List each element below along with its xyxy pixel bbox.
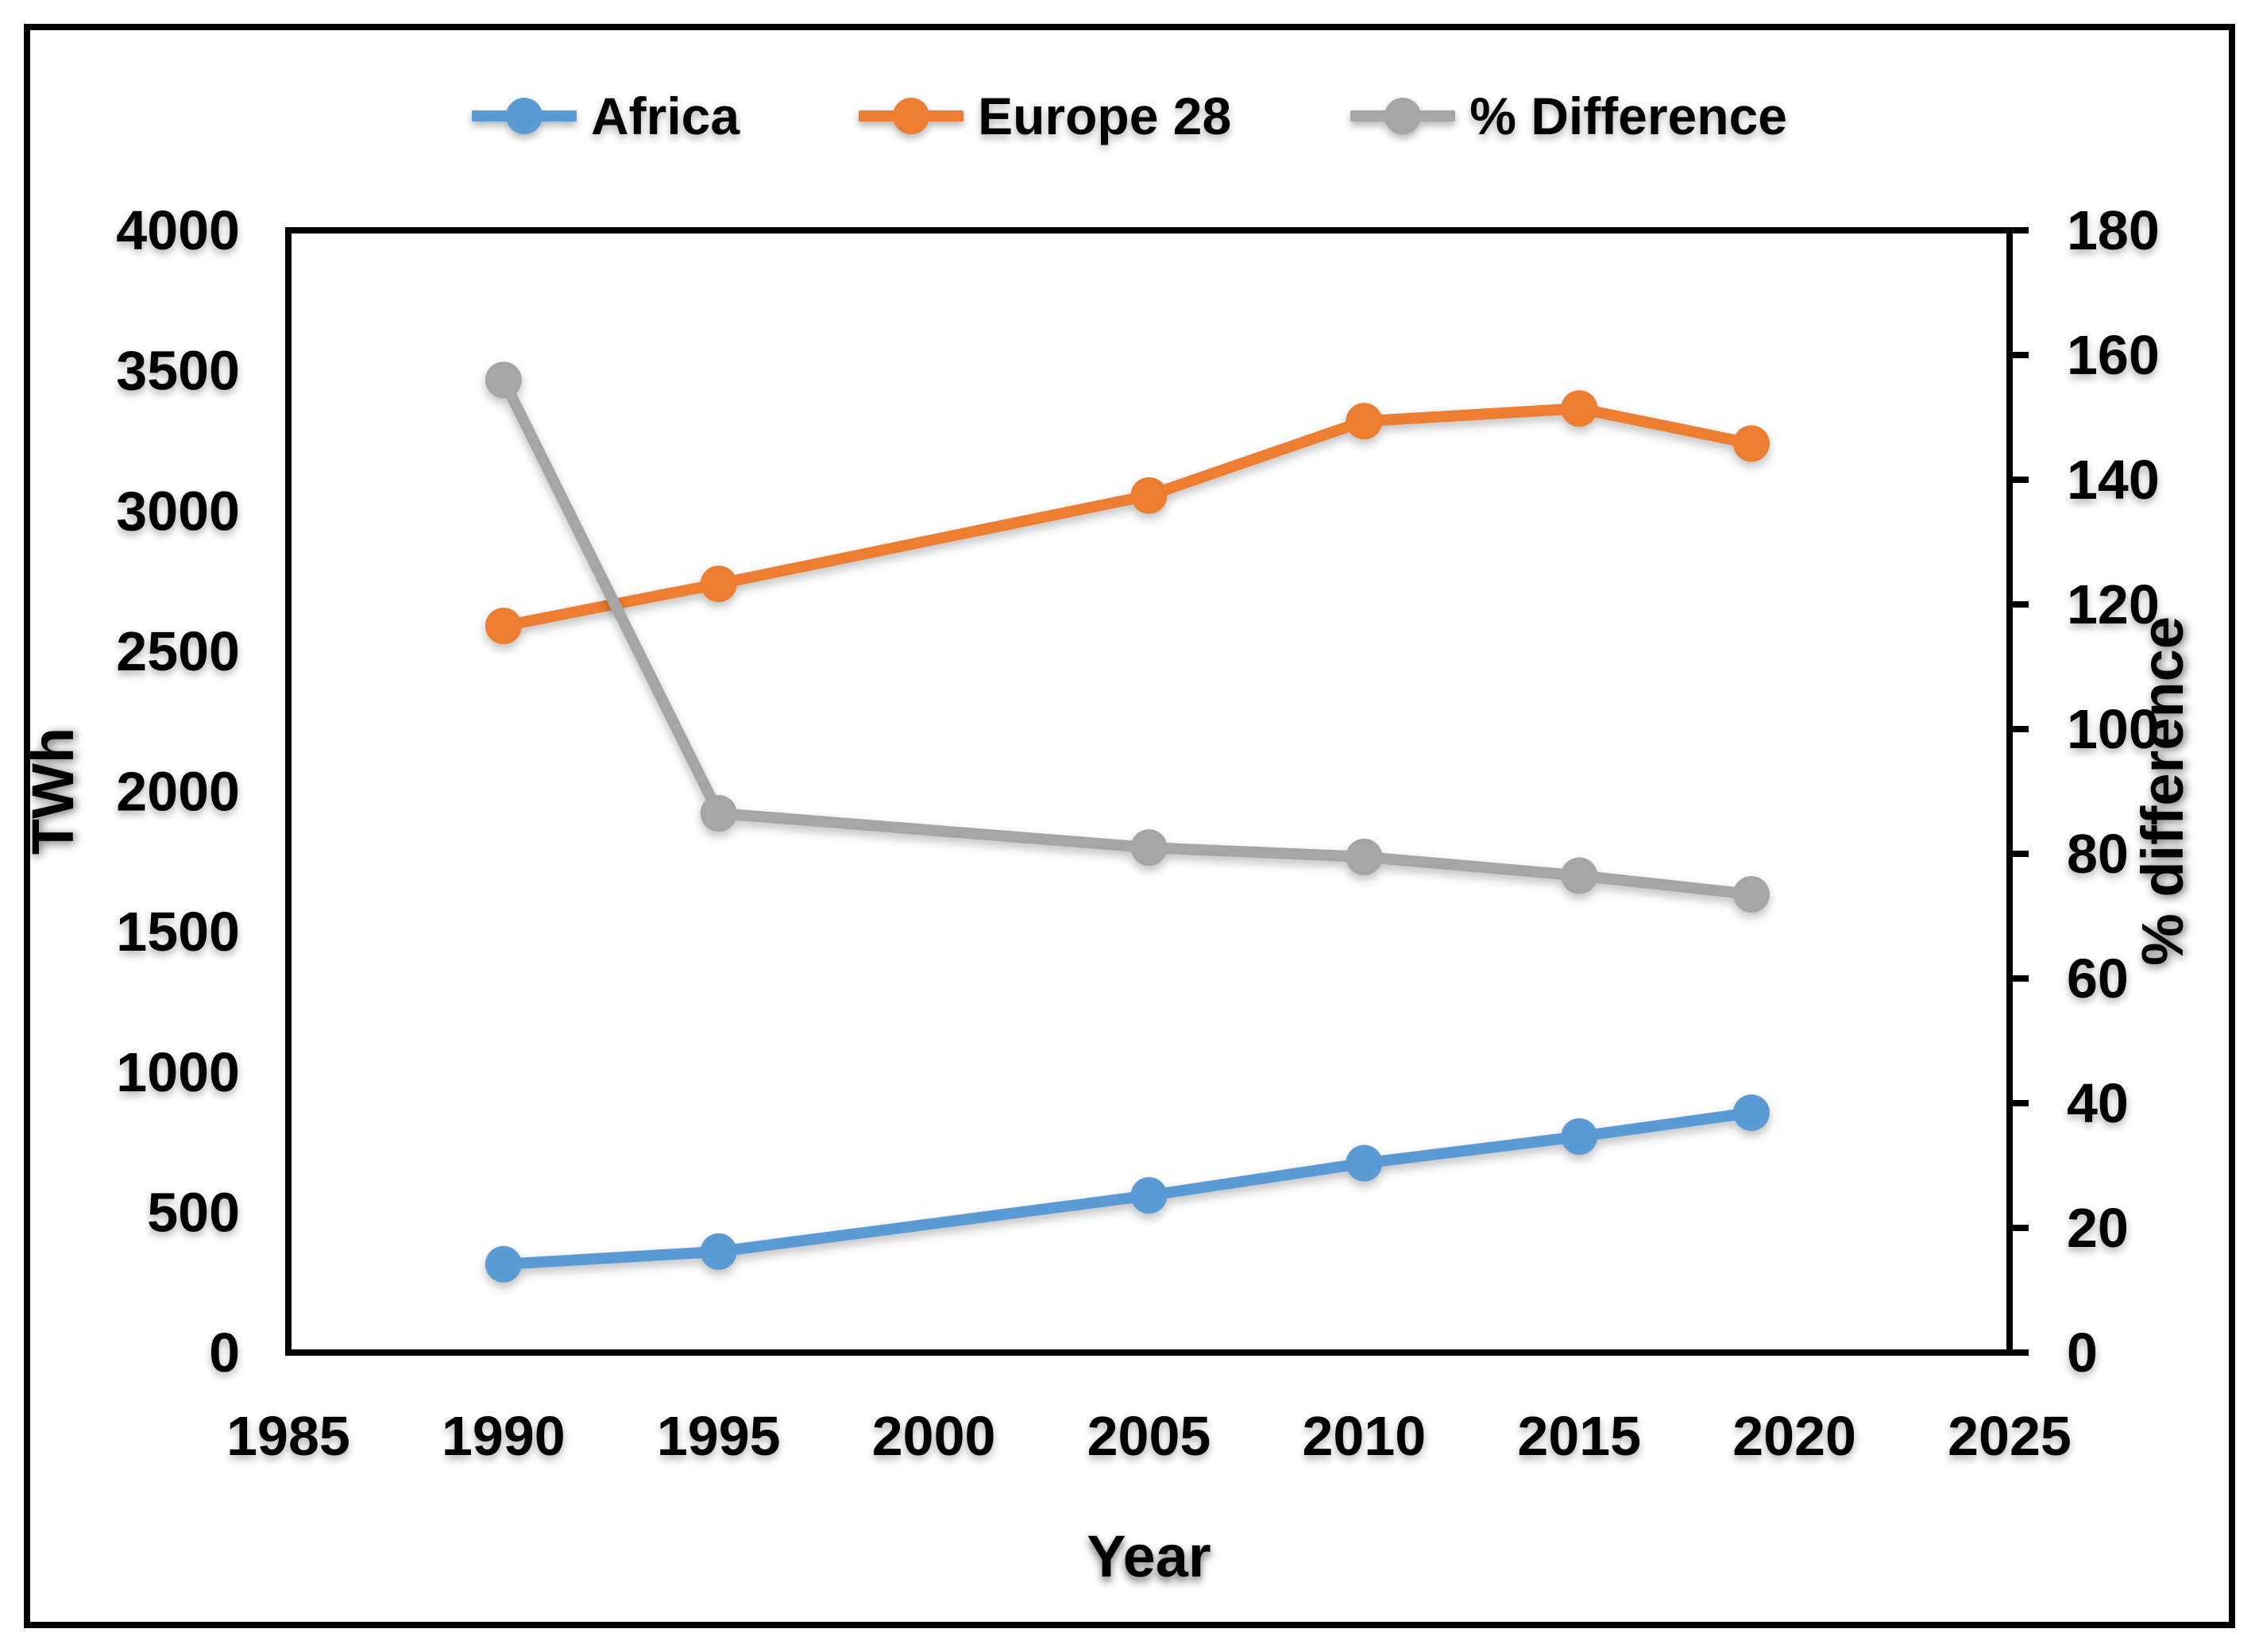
chart-frame (24, 24, 2235, 1628)
marker-difference-1995 (700, 794, 737, 832)
marker-africa-1990 (485, 1245, 522, 1283)
legend-item-europe-28: Europe 28 (859, 86, 1231, 146)
marker-europe-28-2015 (1561, 390, 1598, 427)
legend: Africa Europe 28 % Difference (0, 86, 2259, 146)
y-left-tick-label: 1500 (116, 901, 240, 963)
marker-europe-28-2005 (1130, 477, 1168, 514)
y-right-tick-label: 160 (2067, 324, 2160, 386)
marker-difference-2010 (1346, 838, 1383, 875)
x-axis-tick-label: 1995 (657, 1405, 781, 1467)
marker-difference-2019 (1732, 876, 1770, 913)
y-left-tick-label: 4000 (116, 199, 240, 261)
y-right-tick-label: 120 (2067, 573, 2160, 635)
y-left-axis-title: TWh (20, 728, 86, 855)
x-axis-tick-label: 2015 (1517, 1405, 1641, 1467)
y-right-tick-label: 20 (2067, 1197, 2129, 1259)
y-left-tick-label: 3000 (116, 480, 240, 542)
marker-europe-28-2019 (1732, 425, 1770, 462)
marker-difference-2005 (1130, 829, 1168, 867)
marker-europe-28-1990 (485, 608, 522, 645)
y-left-tick-label: 1000 (116, 1041, 240, 1103)
marker-difference-2015 (1561, 857, 1598, 894)
x-axis-tick-label: 2010 (1303, 1405, 1427, 1467)
marker-africa-2005 (1130, 1177, 1168, 1214)
plot-area (285, 227, 2013, 1356)
y-left-tick-label: 500 (147, 1181, 240, 1243)
series-africa (485, 1094, 1770, 1283)
y-left-tick-label: 3500 (116, 340, 240, 402)
marker-europe-28-1995 (700, 565, 737, 603)
y-right-tick-label: 0 (2067, 1322, 2098, 1384)
series-line-europe-28 (497, 403, 1757, 632)
marker-africa-1995 (700, 1233, 737, 1270)
legend-item-africa: Africa (472, 86, 739, 146)
y-left-tick-label: 0 (209, 1322, 240, 1384)
x-axis-tick-label: 2005 (1087, 1405, 1211, 1467)
legend-label: Europe 28 (978, 87, 1232, 145)
y-right-tick-label: 140 (2067, 449, 2160, 511)
y-right-axis-title: % difference (2130, 616, 2195, 966)
legend-marker-africa-icon (472, 95, 577, 137)
x-axis-title: Year (1087, 1523, 1211, 1589)
x-axis-tick-label: 2025 (1948, 1405, 2072, 1467)
y-right-tick-label: 40 (2067, 1072, 2129, 1134)
series-line-difference (497, 374, 1757, 901)
marker-africa-2010 (1346, 1144, 1383, 1182)
series-line-africa (497, 1106, 1757, 1270)
legend-marker-europe-28-icon (859, 95, 964, 137)
y-right-tick-label: 180 (2067, 199, 2160, 261)
marker-africa-2019 (1732, 1094, 1770, 1131)
marker-africa-2015 (1561, 1117, 1598, 1155)
legend-label: Africa (591, 87, 740, 145)
y-right-tick-label: 100 (2067, 698, 2160, 760)
y-left-tick-label: 2000 (116, 761, 240, 823)
marker-difference-1990 (485, 361, 522, 399)
y-right-tick-label: 80 (2067, 823, 2129, 885)
marker-europe-28-2010 (1346, 403, 1383, 440)
x-axis-tick-label: 1985 (226, 1405, 350, 1467)
legend-label: % Difference (1469, 87, 1787, 145)
x-axis-tick-label: 2020 (1732, 1405, 1856, 1467)
legend-marker-difference-icon (1350, 95, 1456, 137)
y-left-tick-label: 2500 (116, 620, 240, 682)
series-europe-28 (485, 390, 1770, 645)
x-axis-tick-label: 1990 (442, 1405, 566, 1467)
y-right-tick-label: 60 (2067, 948, 2129, 1009)
legend-item-difference: % Difference (1350, 86, 1787, 146)
x-axis-tick-label: 2000 (872, 1405, 996, 1467)
series-difference (485, 361, 1770, 913)
